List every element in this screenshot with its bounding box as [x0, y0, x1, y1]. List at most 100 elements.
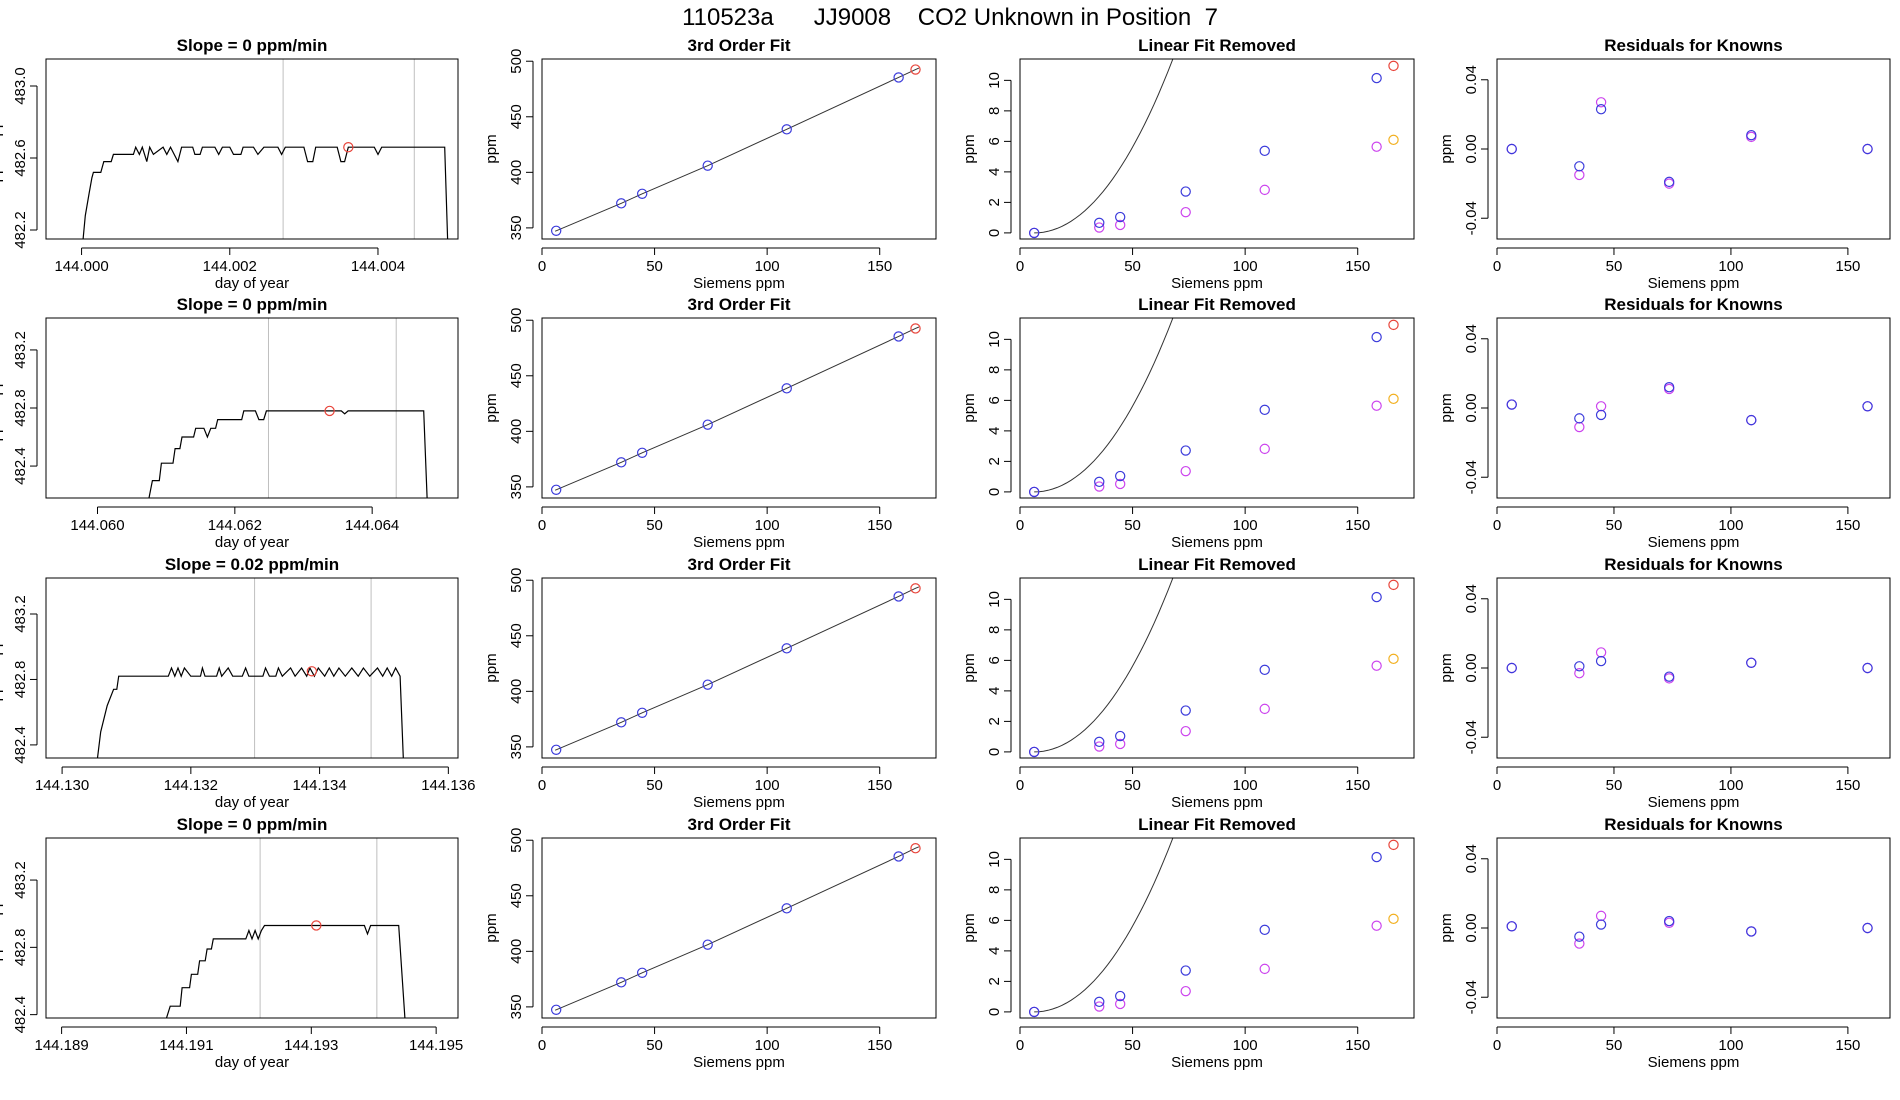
data-point-alt	[1259, 963, 1270, 975]
x-axis-label: Siemens ppm	[1171, 794, 1263, 811]
y-tick-label: 482.4	[12, 726, 29, 764]
data-point-known	[1862, 143, 1873, 155]
y-tick-label: 483.2	[12, 861, 29, 899]
x-tick-label: 150	[867, 777, 892, 794]
data-point-known	[1595, 655, 1607, 667]
plot-frame	[1496, 837, 1891, 1019]
x-tick-label: 0	[1016, 777, 1024, 794]
x-tick-label: 144.130	[35, 777, 89, 794]
data-point-alt	[1259, 184, 1270, 196]
panel-r3-c1: Slope = 0.02 ppm/min day of year approx. p…	[0, 555, 475, 811]
y-tick-label: 0.00	[1463, 393, 1480, 422]
y-tick-label: 350	[508, 215, 525, 240]
x-axis-label: day of year	[215, 794, 289, 811]
data-point-unknown	[343, 141, 354, 153]
panel-r2-c4: Residuals for Knowns Siemens ppm ppm 0 50 100…	[1438, 295, 1891, 551]
data-point-alt	[1094, 1001, 1105, 1012]
fit-line	[554, 846, 920, 1011]
y-tick-label: 0.00	[1463, 653, 1480, 682]
data-point-known	[1028, 1006, 1040, 1018]
panel-title: Slope = 0 ppm/min	[177, 815, 328, 834]
data-point-std	[1388, 393, 1399, 405]
y-axis-label: approx. ppm	[0, 107, 4, 190]
x-axis-label: day of year	[215, 534, 289, 551]
data-point-known	[1746, 657, 1757, 669]
data-point-alt	[1574, 421, 1585, 433]
data-point-known	[1663, 915, 1675, 927]
data-point-unknown	[306, 666, 318, 677]
data-point-known	[893, 851, 904, 862]
x-tick-label: 0	[1493, 258, 1501, 275]
plot-area	[1028, 838, 1399, 1018]
x-tick-label: 144.062	[208, 517, 262, 534]
x-tick-label: 150	[1835, 777, 1860, 794]
x-tick-label: 100	[1718, 517, 1743, 534]
data-point-known	[1180, 445, 1191, 456]
data-point-known	[702, 679, 713, 690]
y-tick-label: 482.6	[12, 139, 29, 177]
data-point-known	[1259, 404, 1270, 416]
x-tick-label: 0	[1016, 258, 1024, 275]
x-tick-label: 0	[1493, 777, 1501, 794]
x-tick-label: 144.136	[421, 777, 475, 794]
fit-curve	[1034, 59, 1174, 234]
data-point-known	[1574, 661, 1585, 672]
plot-frame	[541, 317, 937, 499]
fit-line	[554, 326, 920, 491]
data-point-known	[1506, 399, 1517, 410]
data-point-known	[616, 198, 627, 209]
y-tick-label: 10	[986, 591, 1003, 608]
plot-area	[165, 838, 406, 1018]
x-tick-label: 100	[1718, 1037, 1743, 1054]
y-axis-label: ppm	[1438, 913, 1455, 942]
y-axis-label: approx. ppm	[0, 886, 4, 969]
x-tick-label: 50	[1606, 1037, 1623, 1054]
x-tick-label: 150	[867, 258, 892, 275]
data-point-unknown	[1388, 319, 1399, 331]
y-axis-label: ppm	[1438, 393, 1455, 422]
data-point-alt	[1094, 222, 1105, 233]
data-point-known	[1094, 996, 1105, 1008]
x-tick-label: 150	[1345, 777, 1370, 794]
plot-area	[148, 318, 428, 498]
data-point-alt	[1114, 738, 1126, 750]
x-tick-label: 100	[1718, 258, 1743, 275]
y-axis-label: ppm	[483, 653, 500, 682]
y-tick-label: 6	[986, 137, 1003, 145]
plot-frame	[1019, 837, 1415, 1019]
y-tick-label: 4	[986, 947, 1003, 955]
data-point-known	[702, 939, 713, 950]
fit-curve	[1034, 578, 1174, 753]
x-tick-label: 0	[538, 258, 546, 275]
y-tick-label: 2	[986, 457, 1003, 465]
x-tick-label: 150	[1835, 258, 1860, 275]
y-axis-label: approx. ppm	[0, 626, 4, 709]
x-tick-label: 144.132	[164, 777, 218, 794]
plot-area	[1506, 382, 1873, 433]
x-tick-label: 100	[1233, 1037, 1258, 1054]
y-axis-label: approx. ppm	[0, 366, 4, 449]
figure-suptitle: 110523a JJ9008 CO2 Unknown in Position 7	[682, 4, 1218, 31]
x-tick-label: 0	[1493, 1037, 1501, 1054]
x-axis-label: Siemens ppm	[1648, 534, 1740, 551]
data-point-known	[616, 717, 627, 728]
y-tick-label: 4	[986, 687, 1003, 695]
panel-title: Linear Fit Removed	[1138, 295, 1296, 314]
x-axis-label: Siemens ppm	[693, 534, 785, 551]
y-axis-label: ppm	[961, 393, 978, 422]
fit-curve	[1034, 318, 1174, 493]
data-point-known	[1180, 186, 1191, 197]
panel-r4-c2: 3rd Order Fit Siemens ppm ppm 0 50 100 150 350 4…	[483, 815, 937, 1071]
data-point-alt	[1114, 998, 1126, 1010]
plot-area	[1506, 97, 1873, 189]
y-axis-label: ppm	[961, 653, 978, 682]
data-point-known	[1114, 990, 1126, 1002]
y-tick-label: 0	[986, 229, 1003, 237]
data-point-unknown	[311, 920, 322, 931]
x-tick-label: 0	[1493, 517, 1501, 534]
data-point-std	[1388, 653, 1399, 665]
